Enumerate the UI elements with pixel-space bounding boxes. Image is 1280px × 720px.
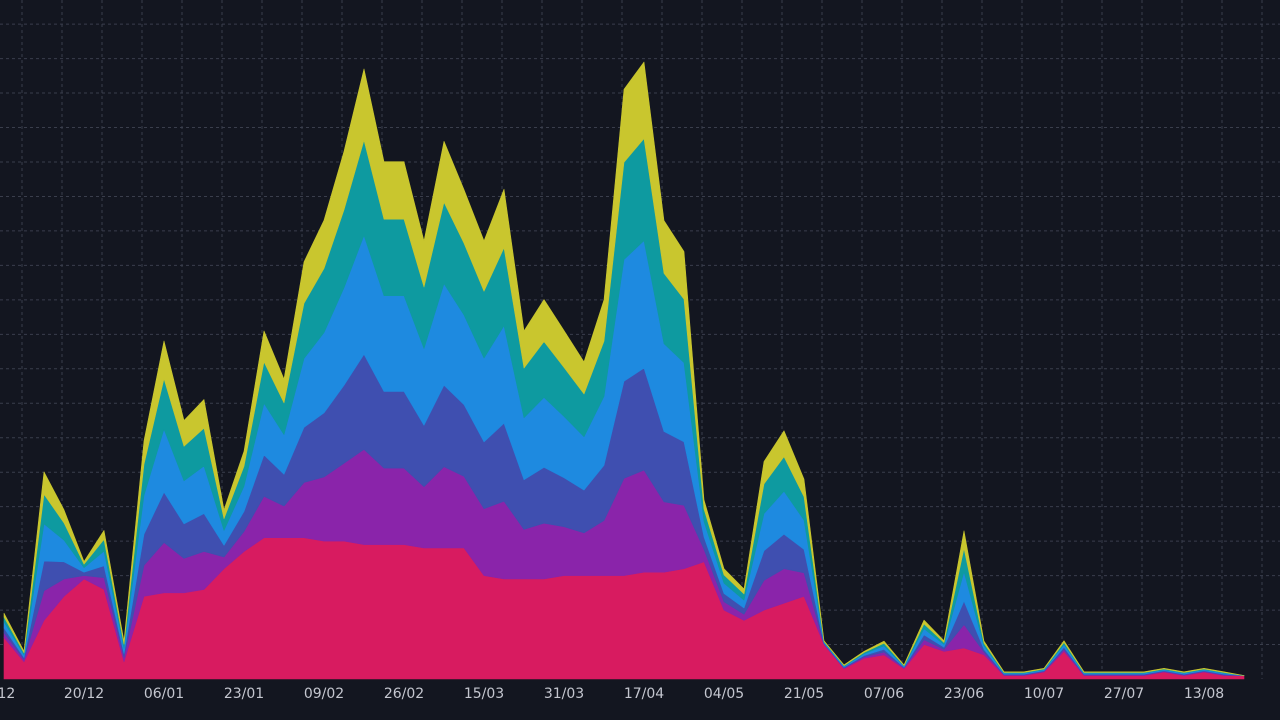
x-tick-label: 07/06 xyxy=(864,686,904,702)
x-tick-label: 31/03 xyxy=(544,686,584,702)
x-tick-label: 04/05 xyxy=(704,686,744,702)
x-tick-label: 09/02 xyxy=(304,686,344,702)
x-tick-label: 17/04 xyxy=(624,686,664,702)
x-tick-label: 21/05 xyxy=(784,686,824,702)
x-tick-label: 10/07 xyxy=(1024,686,1064,702)
x-tick-label: 06/01 xyxy=(144,686,184,702)
x-tick-label: /12 xyxy=(0,686,15,702)
x-tick-label: 23/06 xyxy=(944,686,984,702)
x-tick-label: 23/01 xyxy=(224,686,264,702)
x-tick-label: 27/07 xyxy=(1104,686,1144,702)
x-tick-label: 26/02 xyxy=(384,686,424,702)
area xyxy=(3,61,1245,676)
x-tick-label: 20/12 xyxy=(64,686,104,702)
x-tick-label: 13/08 xyxy=(1184,686,1224,702)
x-tick-label: 15/03 xyxy=(464,686,504,702)
